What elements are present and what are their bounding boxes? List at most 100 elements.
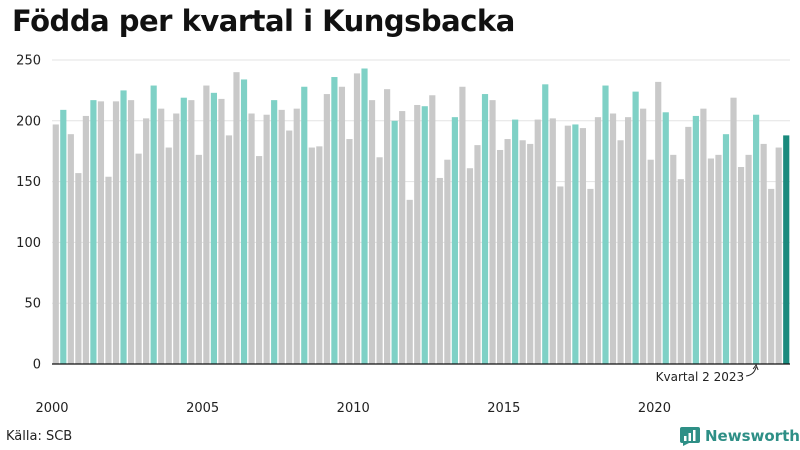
annotation-arrowhead xyxy=(752,363,759,371)
bar xyxy=(429,95,436,364)
bar xyxy=(188,100,195,364)
bar xyxy=(301,86,308,364)
x-tick-label: 2005 xyxy=(186,401,219,416)
y-tick-label: 250 xyxy=(16,54,41,69)
bar xyxy=(240,79,248,365)
bar xyxy=(105,176,112,364)
bar xyxy=(496,149,504,364)
bar xyxy=(248,113,255,364)
bar xyxy=(112,101,120,364)
bar xyxy=(233,72,240,364)
bar xyxy=(286,130,293,364)
brand-name: Newsworthy xyxy=(705,427,800,445)
bar xyxy=(602,85,609,364)
bar xyxy=(474,145,481,364)
bar xyxy=(640,108,647,364)
bar xyxy=(444,159,451,364)
bar xyxy=(466,168,474,364)
x-axis-labels: 2000 2005 2010 2015 2020 xyxy=(35,401,671,416)
bar xyxy=(323,94,330,365)
bar xyxy=(308,147,315,364)
bar xyxy=(481,94,489,365)
bar xyxy=(361,68,368,364)
bar xyxy=(609,113,617,364)
bar xyxy=(97,101,105,364)
bar xyxy=(700,108,707,364)
bar xyxy=(655,81,662,364)
bars xyxy=(52,68,790,365)
bar xyxy=(75,173,82,364)
bar xyxy=(451,117,458,365)
bar xyxy=(368,100,376,364)
y-tick-label: 200 xyxy=(16,114,41,129)
bar xyxy=(677,179,684,364)
source-note: Källa: SCB xyxy=(6,429,73,444)
bar xyxy=(278,109,285,364)
bar xyxy=(715,154,722,364)
bar xyxy=(263,114,270,364)
bar xyxy=(165,147,172,364)
x-tick-label: 2000 xyxy=(35,401,68,416)
bar xyxy=(406,199,413,364)
bar xyxy=(587,188,594,364)
bar xyxy=(127,100,135,364)
bar xyxy=(722,134,730,364)
bar xyxy=(135,153,142,364)
bar xyxy=(150,85,157,364)
bar xyxy=(391,120,398,364)
bar xyxy=(52,124,59,364)
bar xyxy=(120,90,127,365)
bar xyxy=(745,154,752,364)
bar xyxy=(632,91,639,365)
bar xyxy=(775,147,782,364)
bar xyxy=(90,100,97,364)
bar xyxy=(512,119,519,364)
bar xyxy=(557,186,564,364)
x-tick-label: 2010 xyxy=(337,401,370,416)
bar xyxy=(173,113,180,364)
bar xyxy=(662,112,669,364)
bar xyxy=(768,188,775,364)
bar xyxy=(256,156,263,364)
bar xyxy=(534,119,541,364)
bar xyxy=(625,117,632,365)
bar xyxy=(692,115,699,364)
y-tick-label: 150 xyxy=(16,175,41,190)
bar xyxy=(685,126,692,364)
bar xyxy=(143,118,150,365)
y-axis-labels: 0 50 100 150 200 250 xyxy=(16,54,41,373)
bar xyxy=(180,97,187,364)
bar xyxy=(753,114,760,364)
brand-logo[interactable]: Newsworthy xyxy=(680,426,800,446)
newsworthy-logo-icon xyxy=(680,427,700,446)
bar xyxy=(459,86,466,364)
bar xyxy=(346,139,353,364)
bar xyxy=(564,125,571,364)
bar xyxy=(67,134,74,364)
bar xyxy=(519,140,526,364)
bar xyxy=(353,73,361,364)
y-tick-label: 100 xyxy=(16,236,41,251)
bar xyxy=(549,118,556,365)
bar xyxy=(527,143,534,364)
bar xyxy=(331,77,338,365)
bar xyxy=(783,135,790,364)
bar xyxy=(218,98,225,364)
y-tick-label: 50 xyxy=(24,297,41,312)
bar xyxy=(210,92,217,364)
bar xyxy=(376,157,383,364)
bar xyxy=(195,154,202,364)
bar xyxy=(730,97,737,364)
bar xyxy=(572,124,579,364)
bar xyxy=(414,104,421,365)
bar xyxy=(617,140,624,364)
bar xyxy=(504,139,511,364)
bar xyxy=(670,154,677,364)
annotation: Kvartal 2 2023 xyxy=(656,363,759,384)
bar xyxy=(737,167,745,364)
bar xyxy=(760,143,767,364)
bar xyxy=(579,128,586,364)
x-tick-label: 2015 xyxy=(487,401,520,416)
bar xyxy=(271,100,278,364)
bar xyxy=(384,89,391,365)
